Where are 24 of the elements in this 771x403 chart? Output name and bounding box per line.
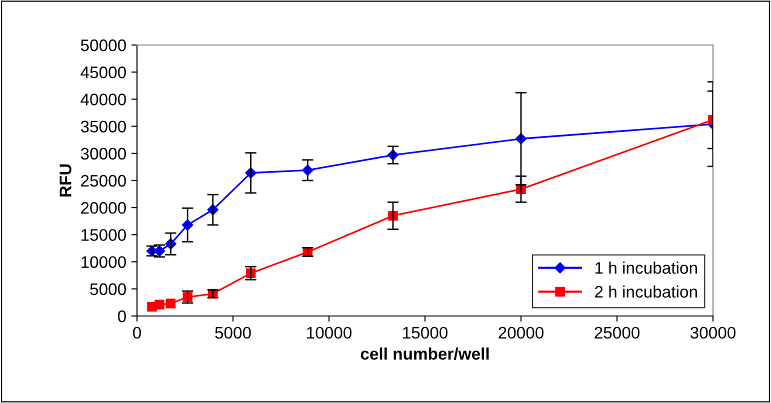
y-tick-label: 10000: [82, 256, 126, 268]
point: [166, 298, 176, 308]
x-tick-label: 25000: [594, 326, 640, 339]
y-tick-label: 15000: [82, 229, 126, 241]
legend-label: 2 h incubation: [595, 285, 697, 298]
y-tick-label: 45000: [80, 66, 126, 78]
x-tick-label: 10000: [307, 326, 352, 339]
y-tick-label: 35000: [80, 120, 126, 133]
y-axis-title: RFU: [60, 164, 72, 197]
x-tick-label: 30000: [690, 326, 736, 339]
x-tick-label: 0: [133, 326, 141, 339]
y-tick-label: 5000: [90, 283, 126, 296]
y-tick-label: 30000: [80, 148, 126, 160]
x-tick-label: 20000: [498, 326, 544, 339]
x-tick-label: 15000: [403, 326, 448, 339]
point: [154, 300, 164, 310]
x-tick-label: 5000: [215, 326, 251, 339]
y-tick-label: 0: [118, 310, 126, 322]
legend-label: 1 h incubation: [595, 262, 697, 274]
y-tick-label: 40000: [80, 94, 126, 106]
x-axis-title: cell number/well: [360, 348, 489, 360]
y-tick-label: 25000: [81, 174, 126, 187]
y-tick-label: 50000: [80, 39, 126, 52]
y-tick-label: 20000: [81, 202, 126, 214]
